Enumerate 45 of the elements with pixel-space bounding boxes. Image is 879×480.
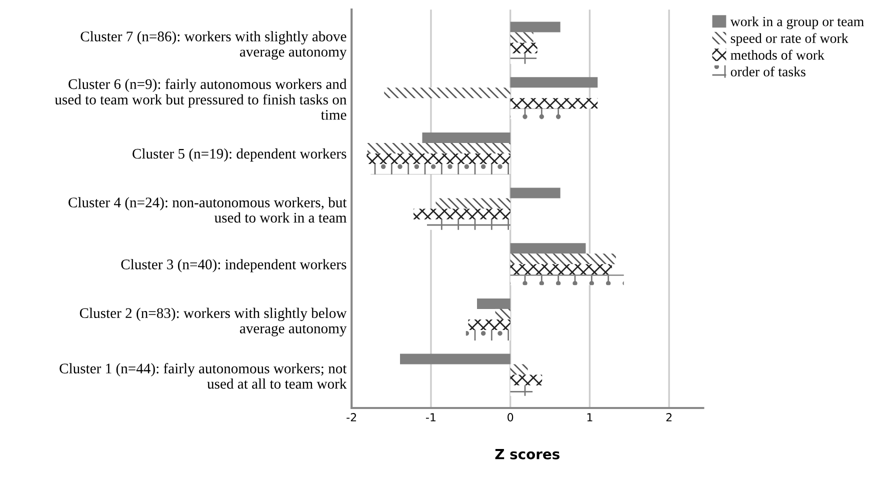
- bar: [414, 208, 510, 220]
- bar: [510, 254, 616, 264]
- bar: [510, 385, 533, 396]
- bar: [510, 32, 534, 43]
- bar: [510, 264, 612, 275]
- x-tick-label: 1: [587, 413, 592, 422]
- y-tick-label: Cluster 5 (n=19): dependent workers: [132, 148, 346, 162]
- bar: [510, 188, 560, 198]
- legend-label: methods of work: [730, 50, 824, 60]
- bar: [510, 42, 538, 54]
- bar: [510, 53, 537, 64]
- bar: [510, 77, 598, 88]
- bar: [510, 243, 586, 254]
- bar: [510, 98, 598, 109]
- bar: [436, 198, 510, 209]
- y-tick-label: Cluster 1 (n=44): fairly autonomous workers; not used at all to team work: [60, 363, 347, 389]
- bar: [366, 153, 510, 164]
- bar: [400, 354, 510, 364]
- bar: [477, 298, 510, 309]
- bar: [370, 164, 510, 174]
- y-tick-label: Cluster 6 (n=9): fairly autonomous workers and used to team work but pressured to finish tasks on time: [54, 78, 347, 120]
- bar: [466, 330, 510, 340]
- y-tick-label: Cluster 7 (n=86): workers with slightly above average autonomy: [80, 31, 347, 60]
- legend-label: speed or rate of work: [730, 33, 848, 46]
- bar: [495, 308, 510, 320]
- x-tick-label: -1: [426, 413, 436, 422]
- bar: [384, 88, 510, 98]
- bar: [510, 108, 571, 120]
- bar: [510, 274, 624, 286]
- bar: [510, 364, 528, 375]
- bar: [367, 142, 510, 154]
- y-tick-label: Cluster 2 (n=83): workers with slightly below average autonomy: [80, 308, 347, 336]
- x-axis-title: Z scores: [495, 449, 560, 460]
- bar: [510, 374, 542, 386]
- y-tick-label: Cluster 4 (n=24): non-autonomous workers, but used to work in a team: [68, 197, 347, 223]
- bar: [468, 319, 510, 330]
- x-tick-label: -2: [346, 413, 356, 422]
- bar: [427, 219, 510, 230]
- x-tick-label: 2: [666, 413, 672, 422]
- x-tick-label: 0: [508, 413, 514, 422]
- y-tick-label: Cluster 3 (n=40): independent workers: [121, 259, 346, 272]
- legend-label: order of tasks: [730, 66, 806, 76]
- bar: [510, 22, 560, 32]
- bar: [422, 132, 510, 143]
- legend-label: work in a group or team: [730, 16, 864, 30]
